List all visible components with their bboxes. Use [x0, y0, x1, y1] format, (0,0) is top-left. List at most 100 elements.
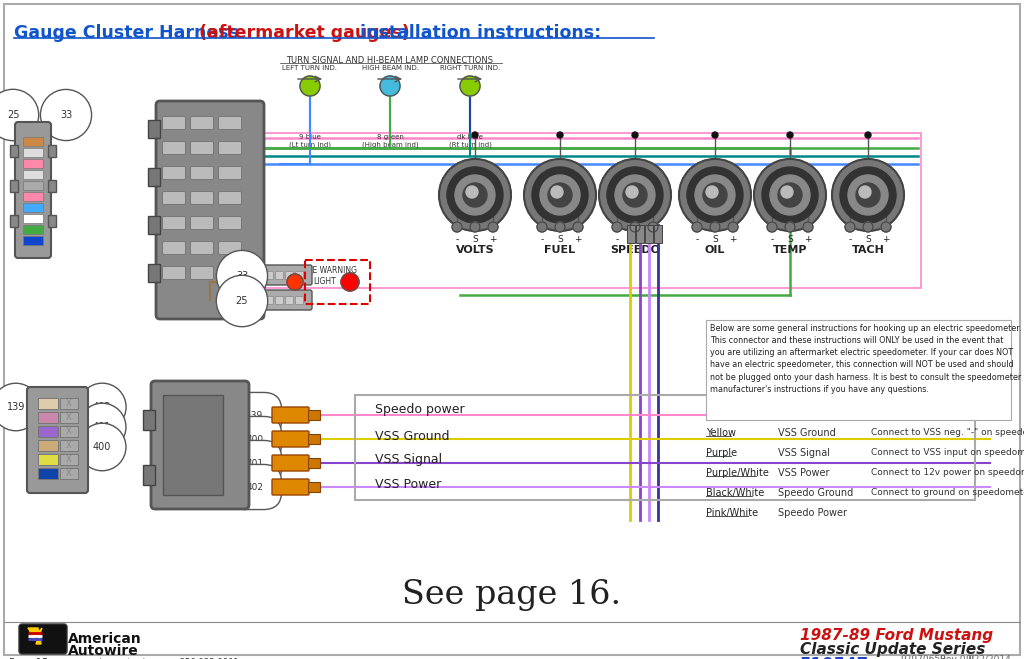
Text: 25: 25: [7, 110, 19, 120]
Bar: [285, 296, 293, 304]
Circle shape: [607, 167, 663, 223]
Circle shape: [767, 222, 777, 232]
Bar: [148, 264, 160, 282]
FancyBboxPatch shape: [163, 142, 185, 154]
Text: TEMP: TEMP: [773, 245, 807, 255]
Text: Below are some general instructions for hooking up an electric speedometer.
This: Below are some general instructions for …: [710, 324, 1021, 393]
FancyBboxPatch shape: [218, 217, 242, 229]
Circle shape: [599, 159, 671, 231]
Circle shape: [573, 222, 583, 232]
FancyBboxPatch shape: [19, 624, 67, 654]
Text: 401: 401: [247, 459, 263, 467]
Text: Yellow: Yellow: [706, 428, 736, 438]
Text: +: +: [883, 235, 890, 244]
Text: A: A: [233, 474, 241, 484]
Text: S: S: [557, 235, 563, 244]
Circle shape: [524, 159, 596, 231]
Bar: [60, 398, 78, 409]
Bar: [38, 440, 58, 451]
FancyBboxPatch shape: [272, 455, 309, 471]
Circle shape: [679, 159, 751, 231]
FancyBboxPatch shape: [163, 241, 185, 254]
Text: B: B: [233, 452, 241, 462]
Text: VSS Power: VSS Power: [375, 478, 441, 490]
Text: D: D: [233, 408, 241, 418]
Circle shape: [380, 76, 400, 96]
Circle shape: [865, 132, 871, 138]
Bar: [308, 482, 319, 492]
Text: Page 15: Page 15: [9, 658, 48, 659]
Bar: [38, 454, 58, 465]
FancyBboxPatch shape: [190, 217, 213, 229]
Text: S: S: [865, 235, 870, 244]
Text: OIL: OIL: [705, 245, 725, 255]
Text: 1987-89 Ford Mustang: 1987-89 Ford Mustang: [800, 628, 993, 643]
Text: 400: 400: [247, 434, 263, 444]
Text: S: S: [712, 235, 718, 244]
Bar: [48, 145, 56, 157]
Text: Connect to ground on speedometer.: Connect to ground on speedometer.: [871, 488, 1024, 497]
FancyBboxPatch shape: [218, 117, 242, 130]
Text: X: X: [67, 413, 72, 422]
Text: Black/White: Black/White: [706, 488, 764, 498]
Text: X: X: [67, 469, 72, 478]
Circle shape: [706, 186, 718, 198]
Bar: [23, 214, 43, 223]
Circle shape: [778, 183, 802, 207]
Text: Speedo power: Speedo power: [375, 403, 465, 416]
Circle shape: [452, 222, 462, 232]
Circle shape: [540, 175, 580, 215]
Bar: [627, 225, 635, 243]
FancyBboxPatch shape: [218, 266, 242, 279]
Bar: [23, 170, 43, 179]
Bar: [295, 271, 303, 279]
Text: +: +: [489, 235, 497, 244]
Circle shape: [463, 183, 487, 207]
Circle shape: [455, 175, 495, 215]
FancyBboxPatch shape: [151, 381, 249, 509]
Text: -: -: [615, 235, 618, 244]
Bar: [60, 440, 78, 451]
Circle shape: [692, 222, 702, 232]
Bar: [275, 296, 283, 304]
Text: Connect to VSS input on speedometer.: Connect to VSS input on speedometer.: [871, 448, 1024, 457]
Circle shape: [470, 222, 480, 232]
Circle shape: [787, 132, 793, 138]
Bar: [60, 412, 78, 423]
Bar: [308, 410, 319, 420]
Circle shape: [648, 222, 658, 232]
Text: 510547: 510547: [800, 656, 869, 659]
Bar: [48, 180, 56, 192]
Text: TACH: TACH: [852, 245, 885, 255]
Circle shape: [626, 186, 638, 198]
Circle shape: [630, 222, 640, 232]
Text: SPEEDO: SPEEDO: [610, 245, 660, 255]
Text: VSS Signal: VSS Signal: [778, 448, 830, 458]
Circle shape: [762, 167, 818, 223]
Text: American: American: [68, 632, 141, 646]
Text: -: -: [848, 235, 852, 244]
Bar: [163, 395, 223, 495]
Circle shape: [687, 167, 743, 223]
Bar: [23, 137, 43, 146]
Circle shape: [840, 167, 896, 223]
Text: 139: 139: [6, 402, 25, 412]
Circle shape: [831, 159, 904, 231]
Text: -: -: [541, 235, 544, 244]
Text: +: +: [574, 235, 582, 244]
Text: S: S: [472, 235, 478, 244]
Circle shape: [712, 132, 718, 138]
Circle shape: [460, 76, 480, 96]
Text: Rev 0.0: Rev 0.0: [940, 655, 974, 659]
Text: BRAKE WARNING
LIGHT: BRAKE WARNING LIGHT: [293, 266, 357, 286]
FancyBboxPatch shape: [218, 192, 242, 204]
Bar: [23, 192, 43, 201]
Circle shape: [532, 167, 588, 223]
Text: 8 green
(High beam ind): 8 green (High beam ind): [361, 134, 419, 148]
FancyBboxPatch shape: [190, 241, 213, 254]
Bar: [258, 133, 921, 288]
Bar: [305, 260, 370, 304]
Bar: [143, 410, 155, 430]
FancyBboxPatch shape: [218, 142, 242, 154]
Circle shape: [803, 222, 813, 232]
